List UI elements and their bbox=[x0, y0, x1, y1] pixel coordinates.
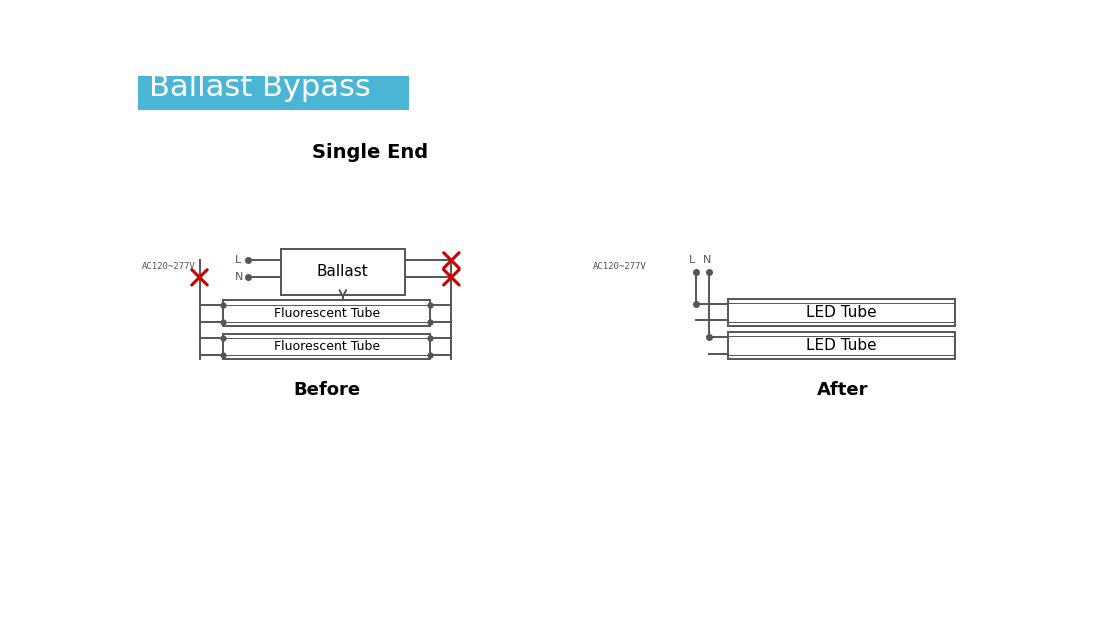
Text: L: L bbox=[234, 255, 241, 265]
FancyBboxPatch shape bbox=[728, 299, 955, 326]
FancyBboxPatch shape bbox=[280, 249, 405, 295]
Text: AC120~277V: AC120~277V bbox=[142, 262, 195, 271]
Text: AC120~277V: AC120~277V bbox=[593, 262, 647, 271]
Text: Ballast: Ballast bbox=[317, 265, 368, 280]
Text: LED Tube: LED Tube bbox=[806, 305, 877, 320]
Text: LED Tube: LED Tube bbox=[806, 338, 877, 353]
Text: N: N bbox=[703, 255, 712, 265]
FancyBboxPatch shape bbox=[222, 333, 430, 359]
FancyBboxPatch shape bbox=[728, 332, 955, 359]
Text: Fluorescent Tube: Fluorescent Tube bbox=[274, 340, 379, 353]
Text: Fluorescent Tube: Fluorescent Tube bbox=[274, 307, 379, 319]
Text: N: N bbox=[234, 272, 243, 282]
FancyBboxPatch shape bbox=[138, 66, 409, 110]
Text: Ballast Bypass: Ballast Bypass bbox=[150, 74, 371, 103]
Text: After: After bbox=[817, 381, 869, 399]
Text: L: L bbox=[690, 255, 695, 265]
Text: Before: Before bbox=[294, 381, 361, 399]
Text: Single End: Single End bbox=[312, 143, 428, 162]
FancyBboxPatch shape bbox=[222, 301, 430, 326]
